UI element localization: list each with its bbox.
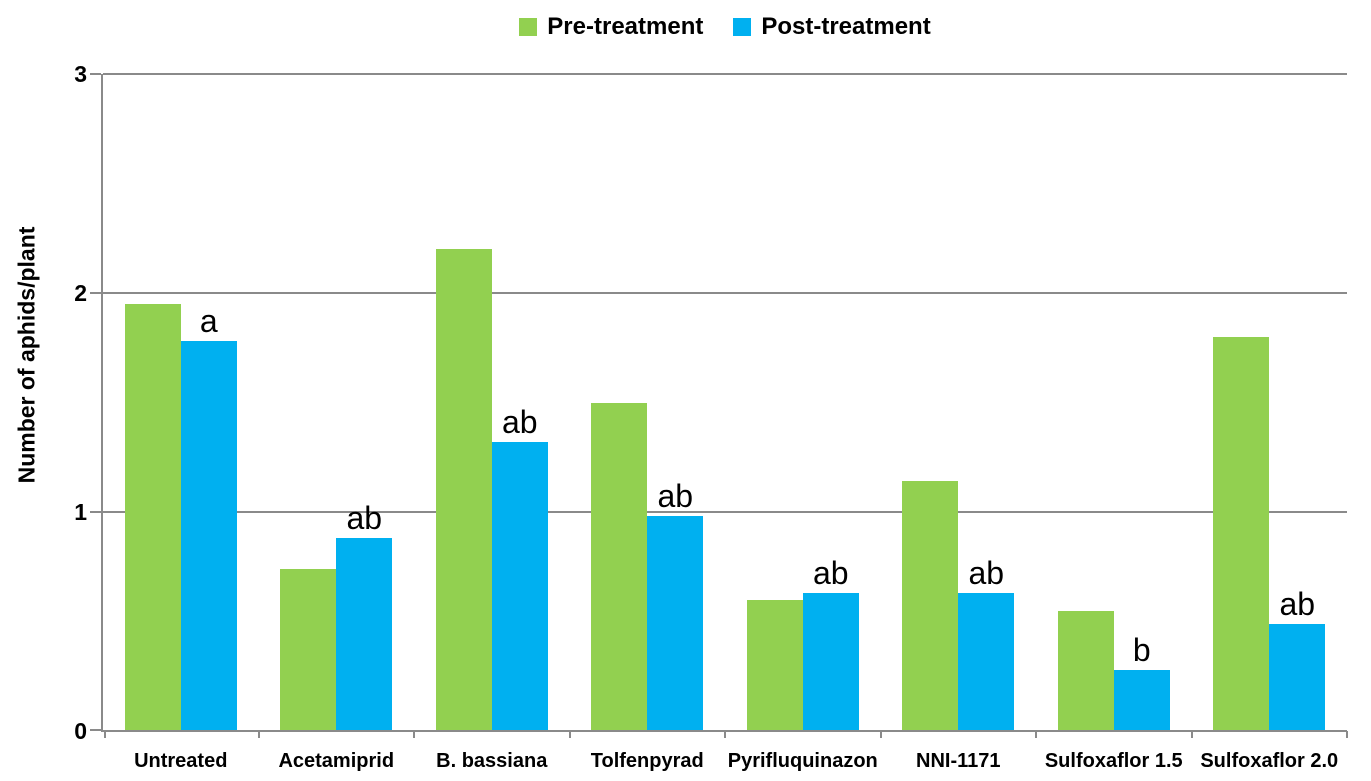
bar-post-treatment <box>180 341 237 731</box>
y-axis-title: Number of aphids/plant <box>13 226 40 484</box>
bar-post-treatment <box>647 516 704 731</box>
significance-letter: ab <box>1279 585 1316 622</box>
significance-letter: b <box>1132 631 1151 668</box>
bar-pre-treatment <box>591 402 648 731</box>
y-axis-tick <box>90 292 101 294</box>
y-axis-line <box>101 74 103 731</box>
x-axis-label: B. bassiana <box>436 750 548 772</box>
plot-area: 0 1 2 3 a Untreated ab Acetamiprid ab B. bassiana… <box>74 62 1348 772</box>
x-axis-tick <box>257 731 260 738</box>
post-treatment-swatch-icon <box>733 18 752 36</box>
significance-letter: ab <box>501 403 538 440</box>
x-axis-label: Sulfoxaflor 2.0 <box>1200 750 1339 772</box>
legend-label-post-treatment: Post-treatment <box>761 13 931 40</box>
x-axis-label: NNI-1171 <box>916 750 1001 772</box>
x-axis-tick <box>879 731 882 738</box>
gridline <box>103 292 1347 294</box>
significance-letter: ab <box>968 555 1005 592</box>
bar-post-treatment <box>802 593 859 731</box>
y-tick-label: 0 <box>74 718 87 744</box>
x-axis-tick <box>568 731 571 738</box>
x-axis-tick <box>104 731 106 738</box>
bar-pre-treatment <box>1213 336 1270 731</box>
x-axis-tick <box>1190 731 1193 738</box>
significance-letter: ab <box>812 555 849 592</box>
bar-pre-treatment <box>435 249 492 731</box>
significance-letter: a <box>199 303 218 340</box>
bar-pre-treatment <box>1057 610 1114 731</box>
legend-label-pre-treatment: Pre-treatment <box>547 13 704 40</box>
bar-post-treatment <box>1269 623 1326 731</box>
gridline <box>103 73 1347 75</box>
x-axis-label: Acetamiprid <box>278 750 395 772</box>
bar-pre-treatment <box>746 599 803 731</box>
bar-post-treatment <box>336 538 393 731</box>
x-axis-tick <box>1346 731 1348 738</box>
y-tick-label: 2 <box>74 280 87 306</box>
y-axis-tick <box>90 73 101 75</box>
y-tick-label: 1 <box>74 499 87 525</box>
bar-post-treatment <box>1113 669 1170 731</box>
legend: Pre-treatment Post-treatment <box>103 13 1347 41</box>
y-tick-label: 3 <box>74 61 87 87</box>
x-axis-label: Untreated <box>134 750 228 772</box>
y-axis-tick <box>90 729 101 731</box>
x-axis-label: Tolfenpyrad <box>590 750 704 772</box>
bar-post-treatment <box>491 441 548 731</box>
bar-pre-treatment <box>280 568 337 731</box>
bar-pre-treatment <box>902 481 959 731</box>
significance-letter: ab <box>346 500 383 537</box>
legend-item-post-treatment: Post-treatment <box>733 13 931 41</box>
bar-post-treatment <box>958 593 1015 731</box>
x-axis-label: Pyrifluquinazon <box>727 750 878 772</box>
legend-item-pre-treatment: Pre-treatment <box>519 13 703 41</box>
x-axis-tick <box>1035 731 1037 738</box>
x-axis-tick <box>724 731 726 738</box>
y-axis-tick <box>90 511 101 513</box>
significance-letter: ab <box>657 478 694 515</box>
gridline <box>103 511 1347 513</box>
pre-treatment-swatch-icon <box>519 18 538 36</box>
x-axis-tick <box>413 731 415 738</box>
x-axis-label: Sulfoxaflor 1.5 <box>1044 750 1183 772</box>
bar-pre-treatment <box>124 303 181 731</box>
